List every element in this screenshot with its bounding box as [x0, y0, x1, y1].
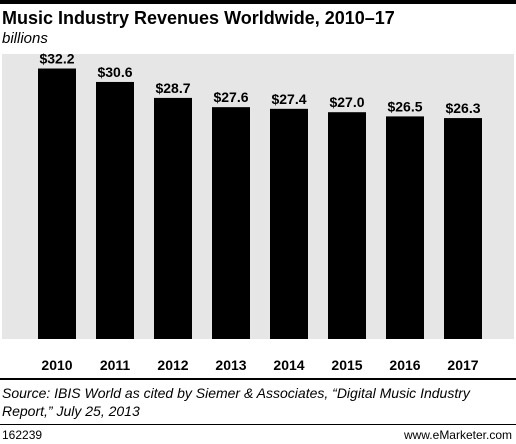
x-tick-2015: 2015	[331, 357, 362, 373]
x-tick-2011: 2011	[100, 357, 131, 373]
source-note: Source: IBIS World as cited by Siemer & …	[2, 385, 470, 419]
x-tick-2016: 2016	[389, 357, 420, 373]
bar-2013	[212, 107, 250, 339]
bar-2017	[444, 118, 482, 339]
bar-chart: $32.2 2010 $30.6 2011 $28.7 2012 $27.6 2013 $27.…	[38, 51, 482, 373]
chart-id: 162239	[2, 428, 43, 442]
x-tick-2013: 2013	[215, 357, 246, 373]
x-tick-2012: 2012	[157, 357, 188, 373]
plot-area	[2, 54, 514, 339]
x-tick-2017: 2017	[447, 357, 478, 373]
x-tick-2010: 2010	[41, 357, 72, 373]
bar-2015	[328, 112, 366, 339]
value-label-2017: $26.3	[445, 100, 480, 116]
bar-2012	[154, 97, 192, 339]
value-label-2015: $27.0	[329, 94, 364, 110]
bar-2016	[386, 116, 424, 340]
bar-2010	[38, 68, 76, 340]
value-label-2012: $28.7	[155, 80, 190, 96]
value-label-2013: $27.6	[213, 89, 248, 105]
value-label-2014: $27.4	[271, 91, 306, 107]
footer-divider	[0, 424, 516, 425]
bar-2011	[96, 81, 134, 340]
bar-2014	[270, 108, 308, 339]
source-divider	[0, 378, 516, 380]
chart-title: Music Industry Revenues Worldwide, 2010–…	[2, 8, 395, 28]
x-tick-2014: 2014	[273, 357, 304, 373]
chart-subtitle: billions	[2, 30, 48, 47]
value-label-2016: $26.5	[387, 98, 422, 114]
brand-url: www.eMarketer.com	[403, 428, 512, 442]
top-rule	[0, 0, 516, 4]
value-label-2010: $32.2	[39, 51, 74, 67]
value-label-2011: $30.6	[97, 64, 132, 80]
